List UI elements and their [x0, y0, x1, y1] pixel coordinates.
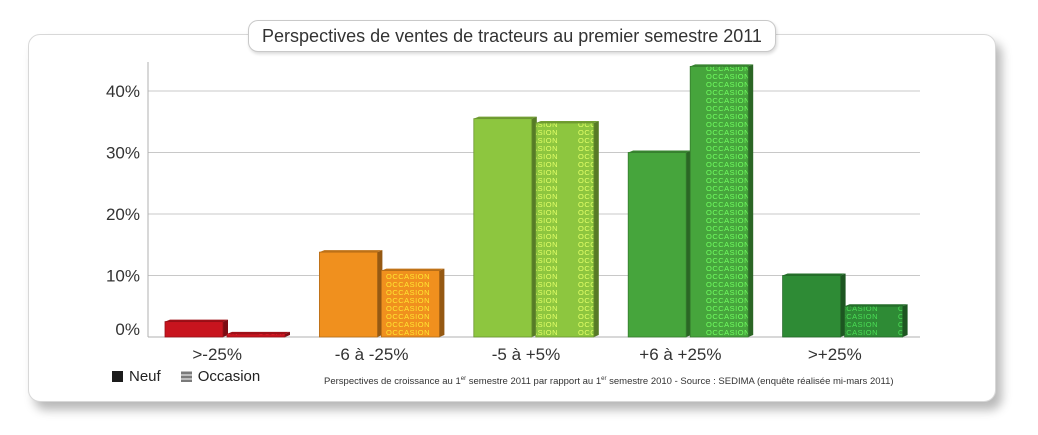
bar-front	[782, 275, 841, 338]
bar-front	[844, 305, 903, 338]
y-tick-label: 30%	[106, 144, 140, 163]
bar-neuf	[164, 319, 228, 338]
bar-side	[902, 304, 908, 337]
source-note-part2: semestre 2011 par rapport au 1	[466, 376, 602, 388]
bar-top	[381, 268, 445, 271]
y-tick-label: 10%	[106, 267, 140, 286]
legend-label-occasion: Occasion	[197, 368, 261, 385]
bar-top	[473, 116, 537, 119]
source-note: Perspectives de croissance au 1er semest…	[324, 376, 894, 387]
bar-side	[748, 64, 754, 338]
legend-item-occasion: Occasion	[180, 368, 261, 385]
bar-side	[223, 319, 228, 337]
bar-front	[226, 333, 286, 338]
bar-top	[165, 319, 228, 322]
source-note-part1: Perspectives de croissance au 1	[324, 376, 461, 388]
bar-front	[318, 251, 378, 338]
source-note-sup2: er	[601, 376, 607, 382]
bar-neuf	[473, 116, 537, 338]
y-tick-label: 20%	[106, 205, 140, 224]
x-tick-label: +6 à +25%	[639, 345, 721, 364]
bar-front	[689, 66, 749, 338]
bar-top	[844, 304, 908, 307]
bar-occasion	[689, 64, 754, 338]
bar-neuf	[318, 250, 383, 338]
axis-labels: 0% 10% 20% 30% 40% >-25% -6 à -25% -5 à +5% +6 à…	[106, 82, 862, 364]
legend: Neuf Occasion	[112, 368, 280, 385]
bar-neuf	[627, 150, 692, 338]
bar-occasion	[380, 268, 445, 338]
source-note-part3: semestre 2010 - Source : SEDIMA (enquête…	[606, 376, 894, 388]
legend-swatch-occasion	[180, 371, 192, 382]
x-tick-label: >-25%	[192, 345, 242, 364]
bar-front	[535, 122, 595, 338]
bar-neuf	[782, 273, 846, 338]
bar-side	[285, 331, 290, 337]
bar-top	[535, 120, 599, 123]
bar-front	[164, 321, 224, 338]
bar-top	[227, 331, 290, 334]
y-tick-label: 40%	[106, 82, 140, 101]
bar-side	[593, 120, 599, 337]
bar-front	[627, 152, 687, 338]
chart-title: Perspectives de ventes de tracteurs au p…	[248, 20, 776, 52]
bar-occasion	[226, 331, 290, 338]
bar-top	[628, 150, 692, 153]
bar-top	[690, 64, 754, 67]
bar-front	[473, 118, 533, 338]
bar-occasion	[844, 304, 908, 338]
source-note-sup1: er	[460, 376, 467, 382]
bar-top	[782, 273, 846, 276]
y-tick-label: 0%	[115, 320, 140, 339]
x-tick-label: >+25%	[808, 345, 862, 364]
bar-front	[380, 270, 440, 338]
bar-side	[439, 268, 445, 337]
legend-item-neuf: Neuf	[112, 368, 161, 385]
legend-label-neuf: Neuf	[129, 368, 161, 385]
bar-top	[319, 250, 383, 253]
bars	[164, 64, 908, 338]
bar-occasion	[535, 120, 599, 338]
legend-swatch-neuf	[112, 371, 123, 382]
x-tick-label: -6 à -25%	[335, 345, 409, 364]
x-tick-label: -5 à +5%	[492, 345, 561, 364]
